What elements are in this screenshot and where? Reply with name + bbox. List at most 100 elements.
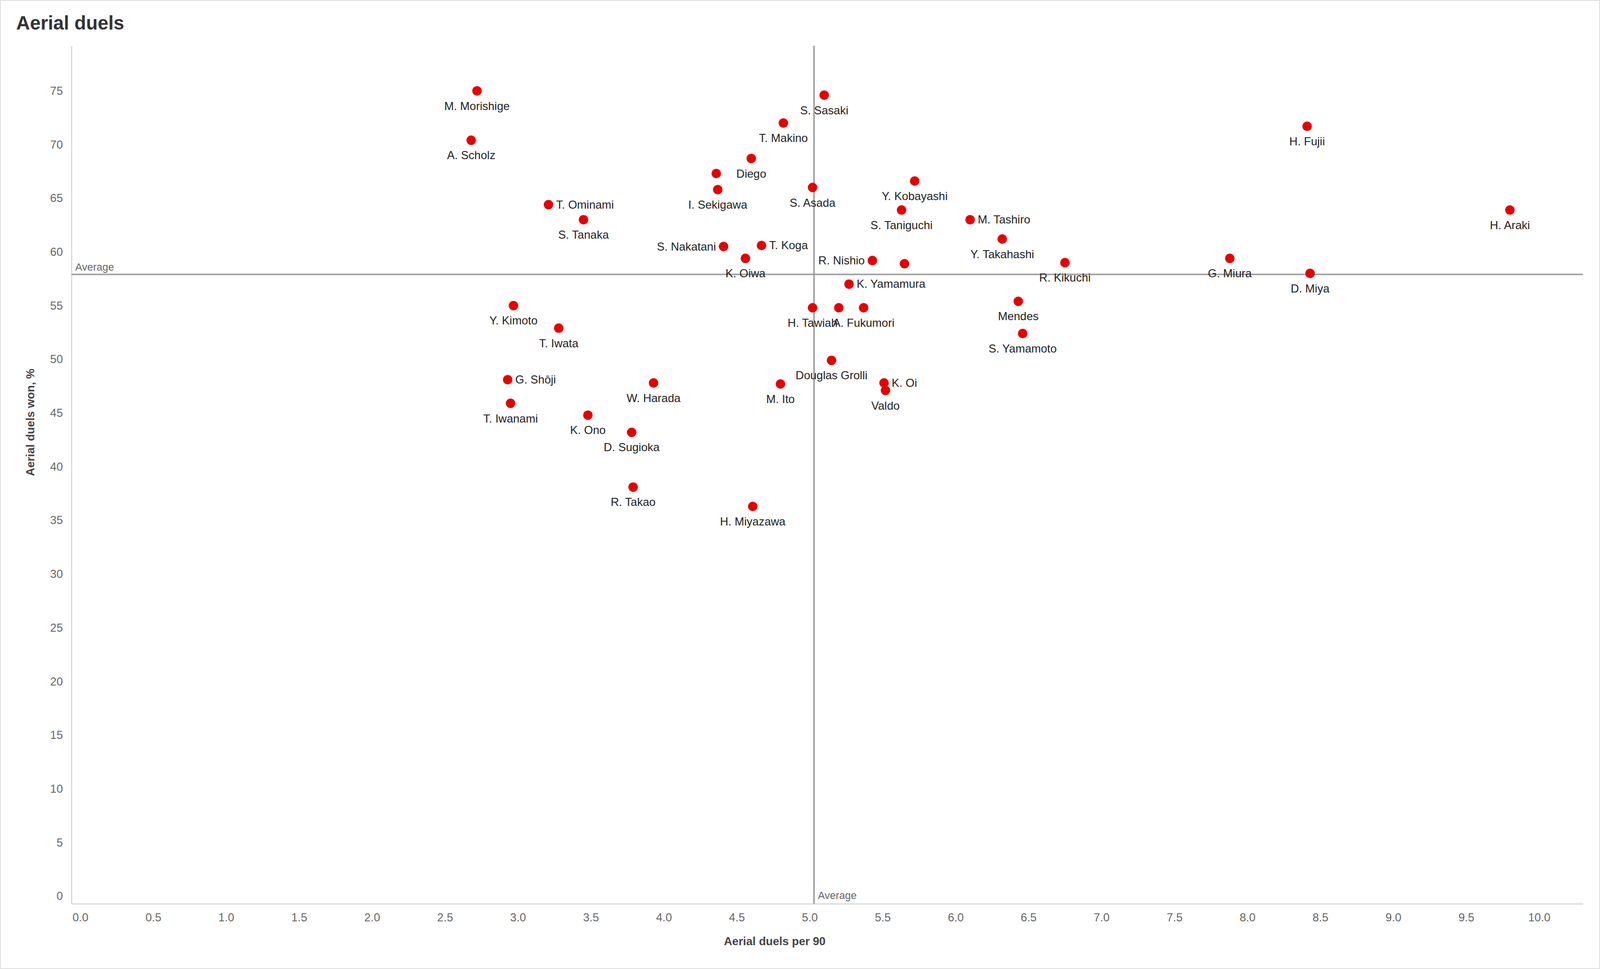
y-tick: 20 <box>50 674 72 688</box>
point <box>1505 205 1515 215</box>
x-tick-label: 1.5 <box>291 910 308 924</box>
x-tick: 8.0 <box>1239 903 1256 924</box>
y-tick: 70 <box>50 138 72 151</box>
point-label: A. Scholz <box>447 148 496 162</box>
point <box>505 398 516 409</box>
point <box>778 118 789 128</box>
y-tick-label: 50 <box>50 352 63 366</box>
y-tick-label: 40 <box>50 460 63 473</box>
x-tick: 1.5 <box>291 903 308 924</box>
point-label: M. Morishige <box>444 99 510 113</box>
point-label: A. Fukumori <box>832 316 895 330</box>
point-label: Y. Kimoto <box>489 313 538 327</box>
x-tick: 1.0 <box>218 903 235 924</box>
x-axis: 0.00.51.01.52.02.53.03.54.04.55.05.56.06… <box>71 903 1584 924</box>
y-tick-label: 35 <box>50 513 63 527</box>
point <box>1305 268 1315 279</box>
y-tick: 10 <box>50 781 72 795</box>
x-tick: 6.0 <box>947 903 964 924</box>
x-tick: 5.0 <box>801 903 818 924</box>
y-tick: 30 <box>50 567 72 580</box>
point <box>867 255 878 266</box>
x-tick: 5.5 <box>874 903 891 924</box>
point-label: T. Iwanami <box>483 411 539 425</box>
y-tick-label: 70 <box>50 138 63 151</box>
point-label: K. Oiwa <box>725 266 766 280</box>
point <box>807 302 818 313</box>
y-tick-label: 0 <box>56 889 63 902</box>
y-tick: 5 <box>56 835 72 849</box>
point-label: T. Makino <box>759 131 809 145</box>
x-axis-line <box>71 903 1584 905</box>
x-tick: 4.5 <box>729 903 745 924</box>
point-label: D. Miya <box>1290 281 1330 295</box>
x-tick-label: 4.5 <box>729 910 745 924</box>
x-tick-label: 7.5 <box>1166 910 1183 924</box>
point <box>896 205 907 215</box>
point <box>910 176 920 186</box>
y-axis: 051015202530354045505560657075 <box>50 46 72 904</box>
point-label: Y. Kobayashi <box>881 189 948 203</box>
y-tick: 60 <box>50 245 72 259</box>
x-tick-label: 2.5 <box>437 910 453 924</box>
point-label: S. Nakatani <box>656 240 716 253</box>
point <box>1018 328 1028 339</box>
y-tick-label: 75 <box>50 84 63 98</box>
x-tick-label: 6.5 <box>1020 910 1037 924</box>
x-tick-label: 3.5 <box>582 910 599 924</box>
x-tick-label: 7.0 <box>1093 910 1110 924</box>
x-tick-label: 4.0 <box>656 910 672 924</box>
y-tick: 50 <box>50 352 72 366</box>
point <box>553 323 564 333</box>
x-tick: 7.0 <box>1093 903 1110 924</box>
point <box>899 259 910 269</box>
y-tick: 15 <box>50 728 72 741</box>
x-tick: 3.0 <box>510 903 526 924</box>
point-label: S. Yamamoto <box>988 341 1057 355</box>
point-label: G. Shōji <box>515 372 556 386</box>
y-tick: 40 <box>50 460 72 473</box>
y-tick: 35 <box>50 513 72 527</box>
y-axis-line <box>71 46 73 904</box>
point-label: Y. Takahashi <box>970 247 1035 261</box>
point-label: S. Taniguchi <box>870 218 933 232</box>
plot-area <box>71 45 1583 904</box>
y-tick-label: 45 <box>50 406 63 420</box>
x-tick: 0.0 <box>72 903 89 924</box>
point <box>826 355 837 365</box>
point <box>583 410 593 420</box>
x-tick: 4.0 <box>656 903 672 924</box>
point-label: M. Ito <box>766 392 795 406</box>
y-tick: 65 <box>50 191 72 205</box>
y-axis-title: Aerial duels won, % <box>23 368 37 476</box>
point <box>711 168 721 179</box>
point <box>844 279 854 289</box>
point-label: Mendes <box>998 309 1039 323</box>
point <box>965 214 975 225</box>
x-tick: 3.5 <box>582 903 599 924</box>
point-label: M. Tashiro <box>977 212 1030 226</box>
x-tick: 9.5 <box>1458 903 1475 924</box>
point <box>740 253 750 263</box>
x-tick-label: 5.5 <box>874 910 891 924</box>
point-labels: M. MorishigeA. ScholzT. OminamiS. Tanaka… <box>444 99 1530 528</box>
title: Aerial duels <box>16 12 125 34</box>
x-tick-label: 9.0 <box>1385 910 1402 924</box>
x-tick: 2.5 <box>437 903 453 924</box>
x-tick-label: 0.0 <box>72 910 89 924</box>
point <box>807 182 818 193</box>
point <box>834 302 844 313</box>
x-tick: 7.5 <box>1166 903 1183 924</box>
point <box>1302 121 1312 131</box>
x-tick: 2.0 <box>364 903 380 924</box>
x-tick: 10.0 <box>1528 903 1551 924</box>
point-label: I. Sekigawa <box>688 198 748 211</box>
y-tick: 0 <box>56 889 72 902</box>
x-tick-label: 6.0 <box>947 910 964 924</box>
point <box>543 200 554 210</box>
x-tick: 6.5 <box>1020 903 1037 924</box>
point-label: S. Asada <box>789 196 836 210</box>
chart: Aerial duels0.00.51.01.52.02.53.03.54.04… <box>0 0 1600 969</box>
point <box>502 374 513 385</box>
point <box>578 214 589 225</box>
